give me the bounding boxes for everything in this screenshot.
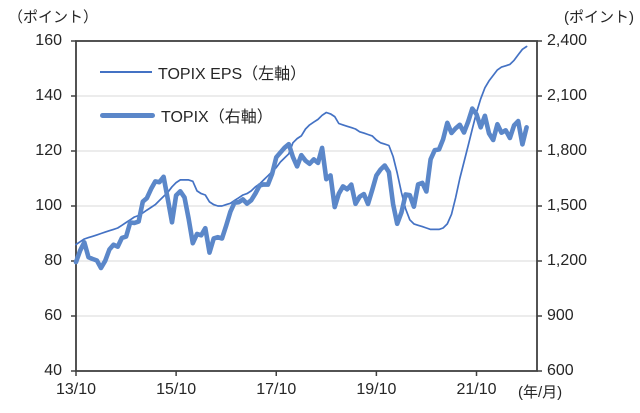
right-axis-unit-label: (ポイント) — [564, 9, 634, 26]
x-axis-tick-label: 21/10 — [456, 381, 497, 398]
left-axis-tick-label: 160 — [35, 32, 62, 49]
left-axis-unit-label: （ポイント） — [8, 9, 99, 26]
right-axis-tick-label: 600 — [547, 362, 574, 379]
legend-item-topix: TOPIX（右軸） — [100, 103, 306, 127]
right-axis-tick-label: 1,200 — [547, 252, 588, 269]
left-axis-tick-label: 140 — [35, 87, 62, 104]
legend-label-topix-eps: TOPIX EPS（左軸） — [158, 66, 307, 83]
right-axis-tick-label: 900 — [547, 307, 574, 324]
left-axis-tick-label: 60 — [44, 307, 62, 324]
legend-item-topix-eps: TOPIX EPS（左軸） — [100, 60, 306, 84]
right-axis-tick-label: 1,500 — [547, 197, 588, 214]
topix-line — [73, 106, 529, 271]
left-axis-tick-label: 80 — [44, 252, 62, 269]
left-axis-tick-label: 100 — [35, 197, 62, 214]
x-axis-tick-label: 15/10 — [156, 381, 197, 398]
left-axis-tick-label: 40 — [44, 362, 62, 379]
eps-line-swatch — [100, 71, 152, 73]
topix-eps-line — [75, 45, 528, 246]
x-axis-tick-label: 13/10 — [55, 381, 97, 398]
right-axis-tick-label: 1,800 — [547, 142, 588, 159]
x-axis-unit-label: (年/月) — [518, 384, 563, 401]
legend: TOPIX EPS（左軸） TOPIX（右軸） — [100, 60, 306, 146]
right-axis-tick-label: 2,400 — [547, 32, 588, 49]
topix-line-swatch — [100, 112, 155, 118]
x-axis-tick-label: 19/10 — [356, 381, 397, 398]
right-axis-tick-label: 2,100 — [547, 87, 588, 104]
legend-label-topix: TOPIX（右軸） — [161, 109, 273, 126]
left-axis-tick-label: 120 — [35, 142, 62, 159]
x-axis-tick-label: 17/10 — [256, 381, 297, 398]
